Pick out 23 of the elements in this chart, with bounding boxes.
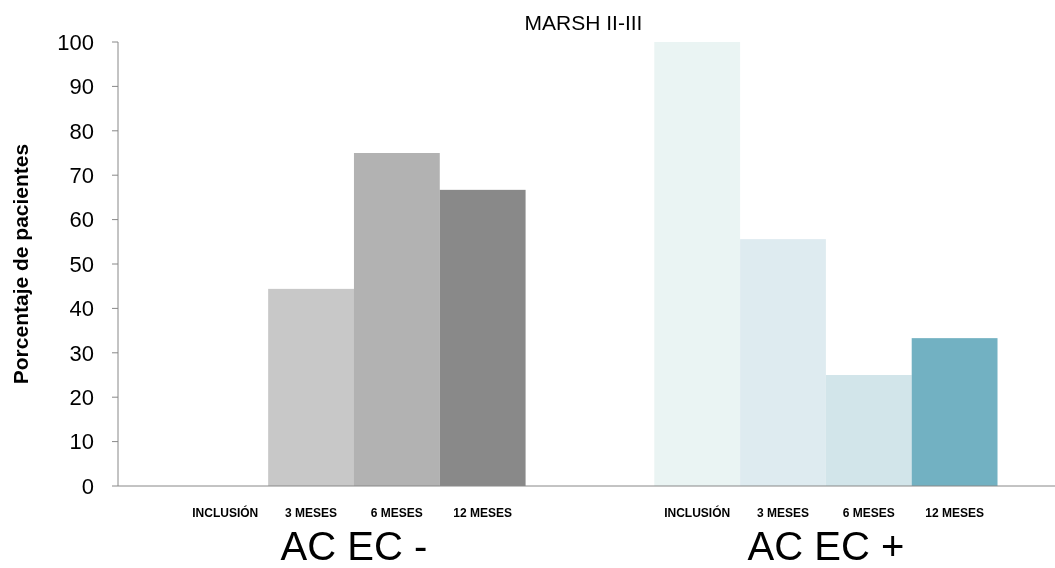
x-tick-label: 6 MESES [842,506,895,520]
y-tick-label: 0 [81,473,94,499]
text: AC EC + [747,524,905,568]
x-tick-label: 3 MESES [285,506,338,520]
y-tick-label: 40 [69,296,94,322]
y-tick-label: 80 [69,118,94,144]
y-tick-label: 100 [57,29,94,55]
y-tick-label: 50 [69,251,94,277]
x-tick-label: INCLUSIÓN [664,505,731,520]
y-tick-label: 30 [69,340,94,366]
y-axis-title: Porcentaje de pacientes [9,143,32,385]
x-tick-label: INCLUSIÓN [192,505,259,520]
chart-title: MARSH II-III [524,11,643,34]
text: AC EC - [280,524,428,568]
x-tick-label: 3 MESES [756,506,810,520]
y-tick-label: 60 [69,207,94,233]
y-tick-label: 10 [69,429,94,455]
x-tick-label: 12 MESES [925,506,984,520]
y-tick-label: 20 [69,384,94,410]
y-tick-label: 70 [69,162,94,188]
x-tick-label: 12 MESES [453,506,513,520]
y-tick-label: 90 [69,74,94,100]
x-tick-label: 6 MESES [370,506,423,520]
